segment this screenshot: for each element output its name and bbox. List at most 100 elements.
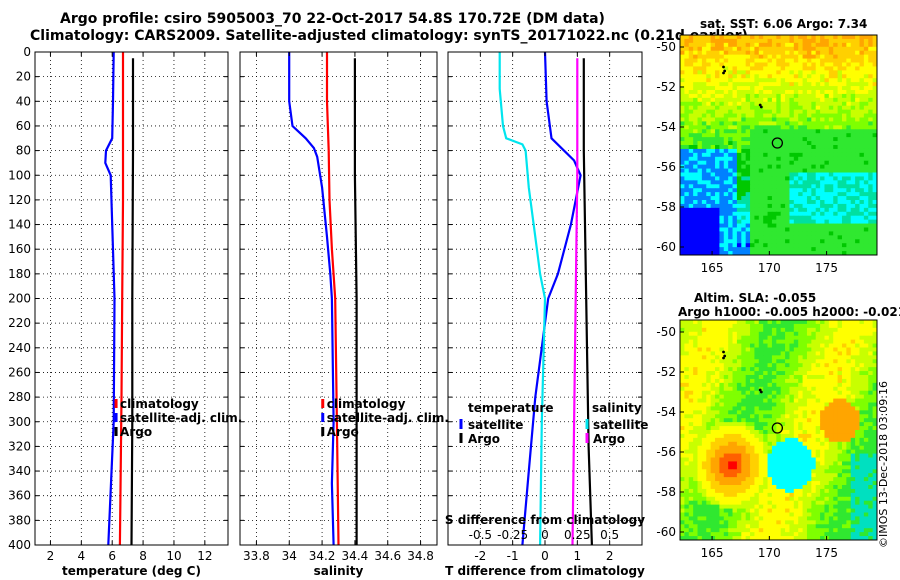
map-cell bbox=[806, 160, 812, 166]
map-cell bbox=[710, 367, 716, 372]
map-cell bbox=[723, 449, 729, 454]
map-cell bbox=[815, 488, 821, 494]
map-cell bbox=[855, 97, 860, 103]
map-cell bbox=[780, 86, 786, 91]
map-cell bbox=[767, 477, 773, 482]
map-cell bbox=[780, 437, 786, 443]
map-cell bbox=[868, 145, 874, 150]
map-cell bbox=[798, 327, 803, 333]
map-cell bbox=[863, 125, 869, 130]
map-cell bbox=[828, 235, 834, 240]
map-cell bbox=[833, 160, 838, 166]
map-cell bbox=[710, 414, 716, 419]
map-cell bbox=[806, 172, 812, 177]
map-cell bbox=[741, 371, 747, 376]
map-cell bbox=[837, 251, 843, 256]
map-cell bbox=[863, 323, 869, 329]
map-cell bbox=[732, 137, 738, 142]
map-cell bbox=[680, 453, 685, 458]
map-cell bbox=[732, 35, 738, 40]
map-cell bbox=[701, 231, 707, 236]
map-cell bbox=[855, 323, 860, 329]
map-cell bbox=[684, 320, 690, 325]
map-cell bbox=[806, 46, 812, 52]
map-cell bbox=[723, 192, 729, 197]
map-cell bbox=[785, 113, 790, 118]
map-cell bbox=[863, 78, 869, 83]
map-cell bbox=[802, 105, 808, 111]
map-cell bbox=[745, 164, 751, 169]
map-cell bbox=[833, 500, 838, 506]
map-cell bbox=[741, 62, 747, 67]
map-cell bbox=[693, 351, 698, 356]
map-cell bbox=[872, 125, 878, 130]
map-cell bbox=[785, 398, 790, 403]
map-cell bbox=[850, 200, 856, 205]
map-cell bbox=[736, 343, 742, 348]
map-cell bbox=[758, 406, 764, 411]
map-cell bbox=[750, 82, 755, 87]
map-cell bbox=[776, 453, 782, 458]
map-cell bbox=[833, 441, 838, 447]
map-cell bbox=[780, 176, 786, 181]
map-cell bbox=[771, 359, 777, 364]
map-cell bbox=[859, 320, 865, 325]
map-cell bbox=[732, 488, 738, 494]
map-cell bbox=[824, 433, 830, 439]
map-cell bbox=[688, 78, 694, 83]
map-cell bbox=[771, 172, 777, 177]
map-cell bbox=[715, 200, 720, 205]
map-cell bbox=[693, 441, 698, 447]
map-cell bbox=[697, 445, 703, 451]
map-cell bbox=[859, 188, 865, 193]
map-cell bbox=[723, 145, 729, 150]
map-cell bbox=[846, 335, 852, 341]
map-cell bbox=[837, 207, 843, 213]
map-cell bbox=[789, 422, 795, 427]
map-cell bbox=[872, 50, 878, 56]
map-cell bbox=[855, 355, 860, 360]
map-cell bbox=[745, 152, 751, 158]
map-cell bbox=[693, 160, 698, 166]
map-cell bbox=[728, 461, 733, 466]
map-cell bbox=[745, 239, 751, 244]
map-cell bbox=[872, 137, 878, 142]
map-cell bbox=[767, 148, 773, 154]
map-cell bbox=[789, 168, 795, 173]
map-cell bbox=[793, 137, 799, 142]
map-cell bbox=[833, 367, 838, 372]
map-cell bbox=[719, 38, 725, 44]
map-cell bbox=[780, 117, 786, 122]
map-cell bbox=[763, 331, 768, 337]
map-cell bbox=[859, 90, 865, 95]
map-cell bbox=[736, 441, 742, 447]
map-cell bbox=[710, 152, 716, 158]
map-cell bbox=[837, 172, 843, 177]
map-cell bbox=[824, 481, 830, 486]
map-cell bbox=[750, 390, 755, 396]
map-cell bbox=[841, 414, 847, 419]
map-cell bbox=[824, 488, 830, 494]
map-cell bbox=[767, 235, 773, 240]
map-cell bbox=[723, 367, 729, 372]
map-cell bbox=[789, 93, 795, 99]
map-cell bbox=[745, 359, 751, 364]
map-cell bbox=[828, 449, 834, 454]
map-cell bbox=[850, 398, 856, 403]
map-cell bbox=[802, 235, 808, 240]
map-cell bbox=[806, 203, 812, 209]
map-cell bbox=[846, 235, 852, 240]
map-cell bbox=[706, 196, 712, 201]
map-cell bbox=[736, 66, 742, 71]
map-cell bbox=[728, 82, 733, 87]
map-cell bbox=[706, 441, 712, 447]
map-cell bbox=[758, 188, 764, 193]
map-cell bbox=[780, 207, 786, 213]
map-cell bbox=[715, 172, 720, 177]
map-cell bbox=[736, 192, 742, 197]
map-cell bbox=[750, 113, 755, 118]
map-cell bbox=[732, 176, 738, 181]
map-cell bbox=[855, 398, 860, 403]
map-cell bbox=[776, 363, 782, 368]
map-cell bbox=[693, 430, 698, 435]
